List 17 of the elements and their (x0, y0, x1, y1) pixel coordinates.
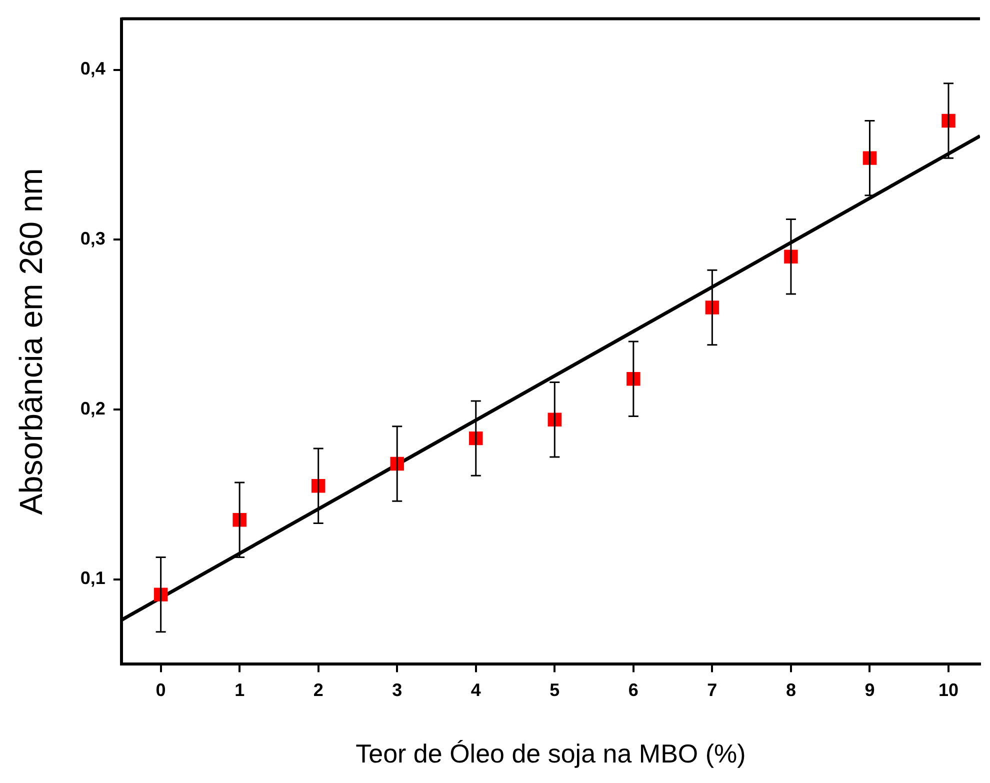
y-axis-title: Absorbância em 260 nm (13, 168, 50, 515)
x-tick-label: 0 (156, 680, 166, 700)
y-tick-label: 0,3 (80, 228, 106, 249)
x-tick-label: 6 (628, 680, 638, 700)
x-tick-label: 4 (470, 680, 481, 700)
x-tick-label: 10 (938, 680, 959, 700)
x-tick-label: 1 (234, 680, 245, 700)
y-tick-label: 0,4 (80, 58, 106, 79)
y-tick-label: 0,1 (80, 568, 106, 588)
x-tick-label: 3 (392, 680, 402, 700)
y-tick-label: 0,2 (80, 398, 106, 418)
x-tick-label: 9 (864, 680, 875, 700)
x-tick-label: 5 (550, 680, 560, 700)
x-tick-label: 2 (313, 680, 324, 700)
x-axis-title: Teor de Óleo de soja na MBO (%) (356, 738, 746, 769)
x-tick-label: 8 (786, 680, 796, 700)
x-tick-label: 7 (707, 680, 718, 700)
